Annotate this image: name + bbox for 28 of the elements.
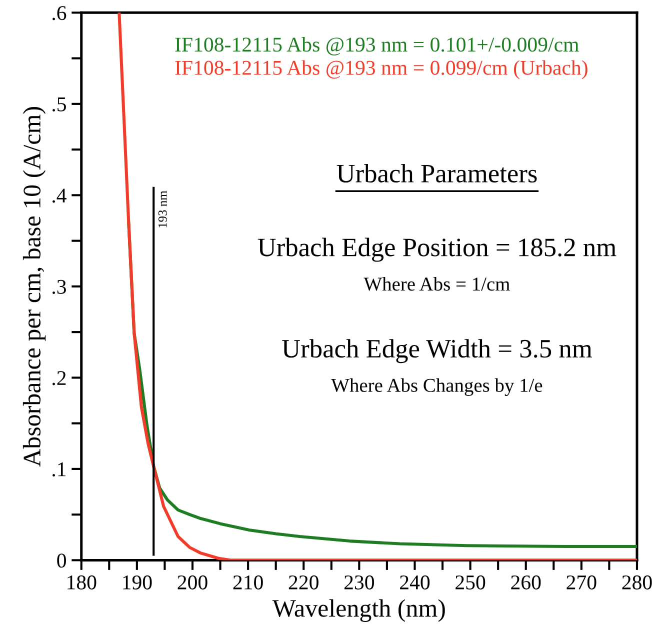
x-tick-label: 250 [456, 575, 486, 590]
x-tick-label: 270 [566, 575, 596, 590]
x-axis-title: Wavelength (nm) [272, 599, 445, 622]
x-tick-label: 230 [344, 575, 374, 590]
x-tick-label: 200 [178, 575, 208, 590]
annotation: Urbach Edge Width = 3.5 nm [282, 339, 592, 364]
annotation: Urbach Edge Position = 185.2 nm [258, 238, 616, 262]
x-tick-label: 280 [622, 575, 652, 590]
x-tick-label: 240 [400, 575, 430, 590]
y-tick-label: .1 [52, 462, 66, 476]
x-tick-label: 220 [288, 575, 318, 590]
x-tick-label: 260 [511, 575, 541, 590]
ref-line-label: 193 nm [158, 190, 167, 228]
x-tick-label: 190 [123, 575, 152, 590]
y-tick-label: .5 [52, 98, 66, 112]
y-tick-label: .4 [52, 188, 66, 203]
x-tick-label: 180 [68, 575, 96, 590]
annotation: Where Abs = 1/cm [364, 277, 510, 291]
text: IF108-12115 Abs @193 nm = 0.099/cm (Urbach) [175, 60, 588, 80]
y-axis-title: Absorbance per cm, base 10 (A/cm) [22, 107, 46, 467]
y-tick-label: 0 [57, 554, 66, 568]
y-tick-label: .3 [52, 280, 66, 294]
x-tick-label: 210 [233, 575, 263, 590]
annotation: Where Abs Changes by 1/e [331, 378, 542, 396]
text: IF108-12115 Abs @193 nm = 0.101+/-0.009/cm [175, 37, 579, 56]
y-tick-label: .2 [52, 371, 66, 386]
y-tick-label: .6 [52, 6, 66, 20]
annotation: Urbach Parameters [336, 164, 537, 183]
